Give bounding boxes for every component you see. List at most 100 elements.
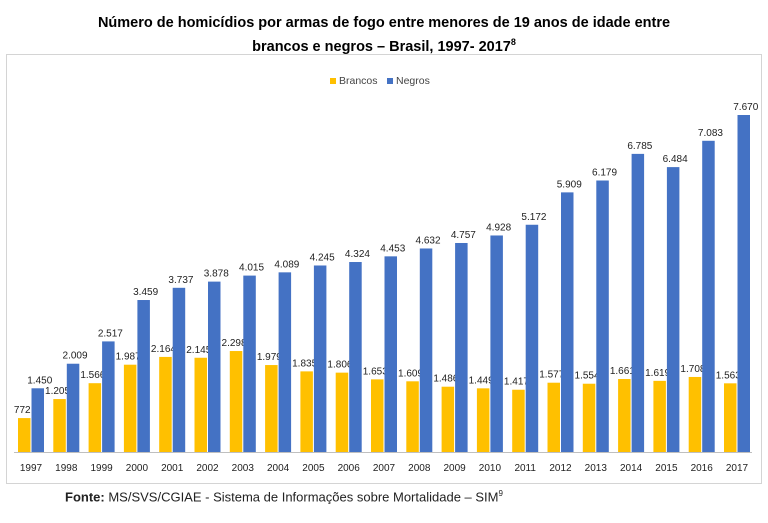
bar-negros-2008: [419, 248, 433, 452]
x-tick-label-2017: 2017: [726, 463, 749, 474]
x-tick-label-1997: 1997: [20, 463, 43, 474]
data-label-negros-2013: 6.179: [592, 168, 617, 179]
source-label: Fonte:: [65, 489, 105, 505]
bar-brancos-2015: [653, 380, 666, 452]
bar-negros-2014: [631, 153, 645, 452]
x-tick-label-1998: 1998: [55, 463, 78, 474]
x-tick-label-2006: 2006: [338, 463, 361, 474]
data-label-negros-2009: 4.757: [451, 230, 476, 241]
x-tick-label-2000: 2000: [126, 463, 149, 474]
bar-brancos-2013: [582, 383, 596, 452]
chart-title: Número de homicídios por armas de fogo e…: [0, 14, 768, 57]
bar-brancos-2006: [335, 372, 349, 452]
x-tick-label-2003: 2003: [232, 463, 255, 474]
data-label-brancos-1997: 772: [14, 405, 31, 416]
data-label-negros-2008: 4.632: [416, 235, 441, 246]
bar-brancos-2010: [476, 388, 490, 452]
bar-brancos-2003: [229, 351, 243, 452]
data-label-brancos-2012: 1.577: [539, 370, 564, 381]
bar-negros-1998: [66, 363, 80, 452]
x-tick-label-2015: 2015: [655, 463, 678, 474]
data-label-negros-2001: 3.737: [168, 275, 193, 286]
legend-label-negros: Negros: [396, 75, 430, 87]
data-label-brancos-2003: 2.298: [222, 338, 247, 349]
data-label-brancos-1998: 1.205: [45, 386, 70, 397]
data-label-brancos-2010: 1.449: [469, 375, 494, 386]
bar-brancos-2012: [547, 382, 560, 452]
x-tick-label-2002: 2002: [196, 463, 219, 474]
x-tick-label-2014: 2014: [620, 463, 643, 474]
chart-title-line2-wrap: brancos e negros – Brasil, 1997- 20178: [0, 33, 768, 57]
title-footnote: 8: [510, 37, 516, 47]
bar-negros-2015: [666, 167, 680, 452]
data-label-brancos-2014: 1.661: [610, 366, 635, 377]
data-label-negros-2004: 4.089: [274, 259, 299, 270]
bar-negros-2001: [172, 287, 186, 452]
legend-swatch-brancos: [330, 78, 336, 84]
x-tick-label-2013: 2013: [585, 463, 608, 474]
data-label-brancos-2007: 1.653: [363, 366, 388, 377]
data-label-negros-2000: 3.459: [133, 287, 158, 298]
bar-brancos-2002: [194, 357, 207, 452]
bar-brancos-2004: [265, 365, 278, 452]
bar-negros-2007: [384, 256, 397, 452]
bar-brancos-2016: [688, 376, 702, 452]
bar-negros-1997: [31, 388, 44, 452]
data-label-negros-2011: 5.172: [521, 212, 546, 223]
x-tick-label-1999: 1999: [90, 463, 113, 474]
data-label-brancos-2004: 1.979: [257, 352, 282, 363]
bar-negros-2004: [278, 272, 292, 452]
data-label-negros-1999: 2.517: [98, 328, 123, 339]
source-footnote: 9: [498, 489, 503, 498]
chart-frame: [6, 54, 762, 484]
x-tick-label-2009: 2009: [443, 463, 466, 474]
data-label-brancos-2016: 1.708: [680, 364, 705, 375]
bar-brancos-2011: [512, 389, 525, 452]
data-label-negros-2017: 7.670: [733, 102, 758, 113]
chart-title-line2: brancos e negros – Brasil, 1997- 2017: [252, 38, 511, 55]
bar-brancos-1998: [53, 399, 66, 452]
bar-negros-2009: [455, 242, 468, 452]
bar-negros-2010: [490, 235, 503, 452]
data-label-negros-2012: 5.909: [557, 179, 582, 190]
x-tick-label-2010: 2010: [479, 463, 502, 474]
data-label-negros-2005: 4.245: [310, 252, 335, 263]
data-label-negros-2016: 7.083: [698, 128, 723, 139]
bar-brancos-2017: [724, 383, 737, 452]
bar-brancos-2009: [441, 386, 455, 452]
bar-negros-2012: [561, 192, 574, 453]
bar-negros-2006: [349, 262, 362, 452]
data-label-brancos-1999: 1.566: [80, 370, 105, 381]
chart-title-line1: Número de homicídios por armas de fogo e…: [97, 15, 671, 31]
data-label-brancos-2013: 1.554: [575, 371, 600, 382]
data-label-negros-1998: 2.009: [63, 351, 88, 362]
data-label-negros-2002: 3.878: [204, 269, 229, 280]
bar-negros-2016: [702, 140, 715, 452]
data-label-negros-2007: 4.453: [380, 243, 405, 254]
bar-negros-2000: [137, 300, 150, 452]
data-label-brancos-2017: 1.563: [716, 370, 741, 381]
bar-brancos-2007: [371, 379, 384, 452]
data-label-brancos-2011: 1.417: [504, 377, 529, 388]
data-label-brancos-2002: 2.145: [186, 345, 211, 356]
legend-label-brancos: Brancos: [339, 75, 378, 87]
data-label-brancos-2005: 1.835: [292, 358, 317, 369]
data-label-brancos-2001: 2.164: [151, 344, 176, 355]
x-tick-label-2008: 2008: [408, 463, 431, 474]
data-label-negros-2010: 4.928: [486, 222, 511, 233]
x-tick-label-2001: 2001: [161, 463, 184, 474]
bar-brancos-2014: [618, 379, 631, 452]
bar-brancos-2008: [406, 381, 419, 452]
bar-negros-1999: [102, 341, 115, 452]
bar-negros-2013: [596, 180, 609, 453]
data-label-negros-2006: 4.324: [345, 249, 370, 260]
data-label-brancos-2015: 1.619: [645, 368, 670, 379]
data-label-brancos-2000: 1.987: [116, 352, 141, 363]
bar-brancos-2000: [123, 364, 137, 452]
data-label-negros-1997: 1.450: [27, 375, 52, 386]
bar-negros-2003: [243, 275, 256, 452]
bar-negros-2017: [737, 115, 750, 452]
data-label-negros-2015: 6.484: [663, 154, 688, 165]
data-label-negros-2003: 4.015: [239, 263, 264, 274]
